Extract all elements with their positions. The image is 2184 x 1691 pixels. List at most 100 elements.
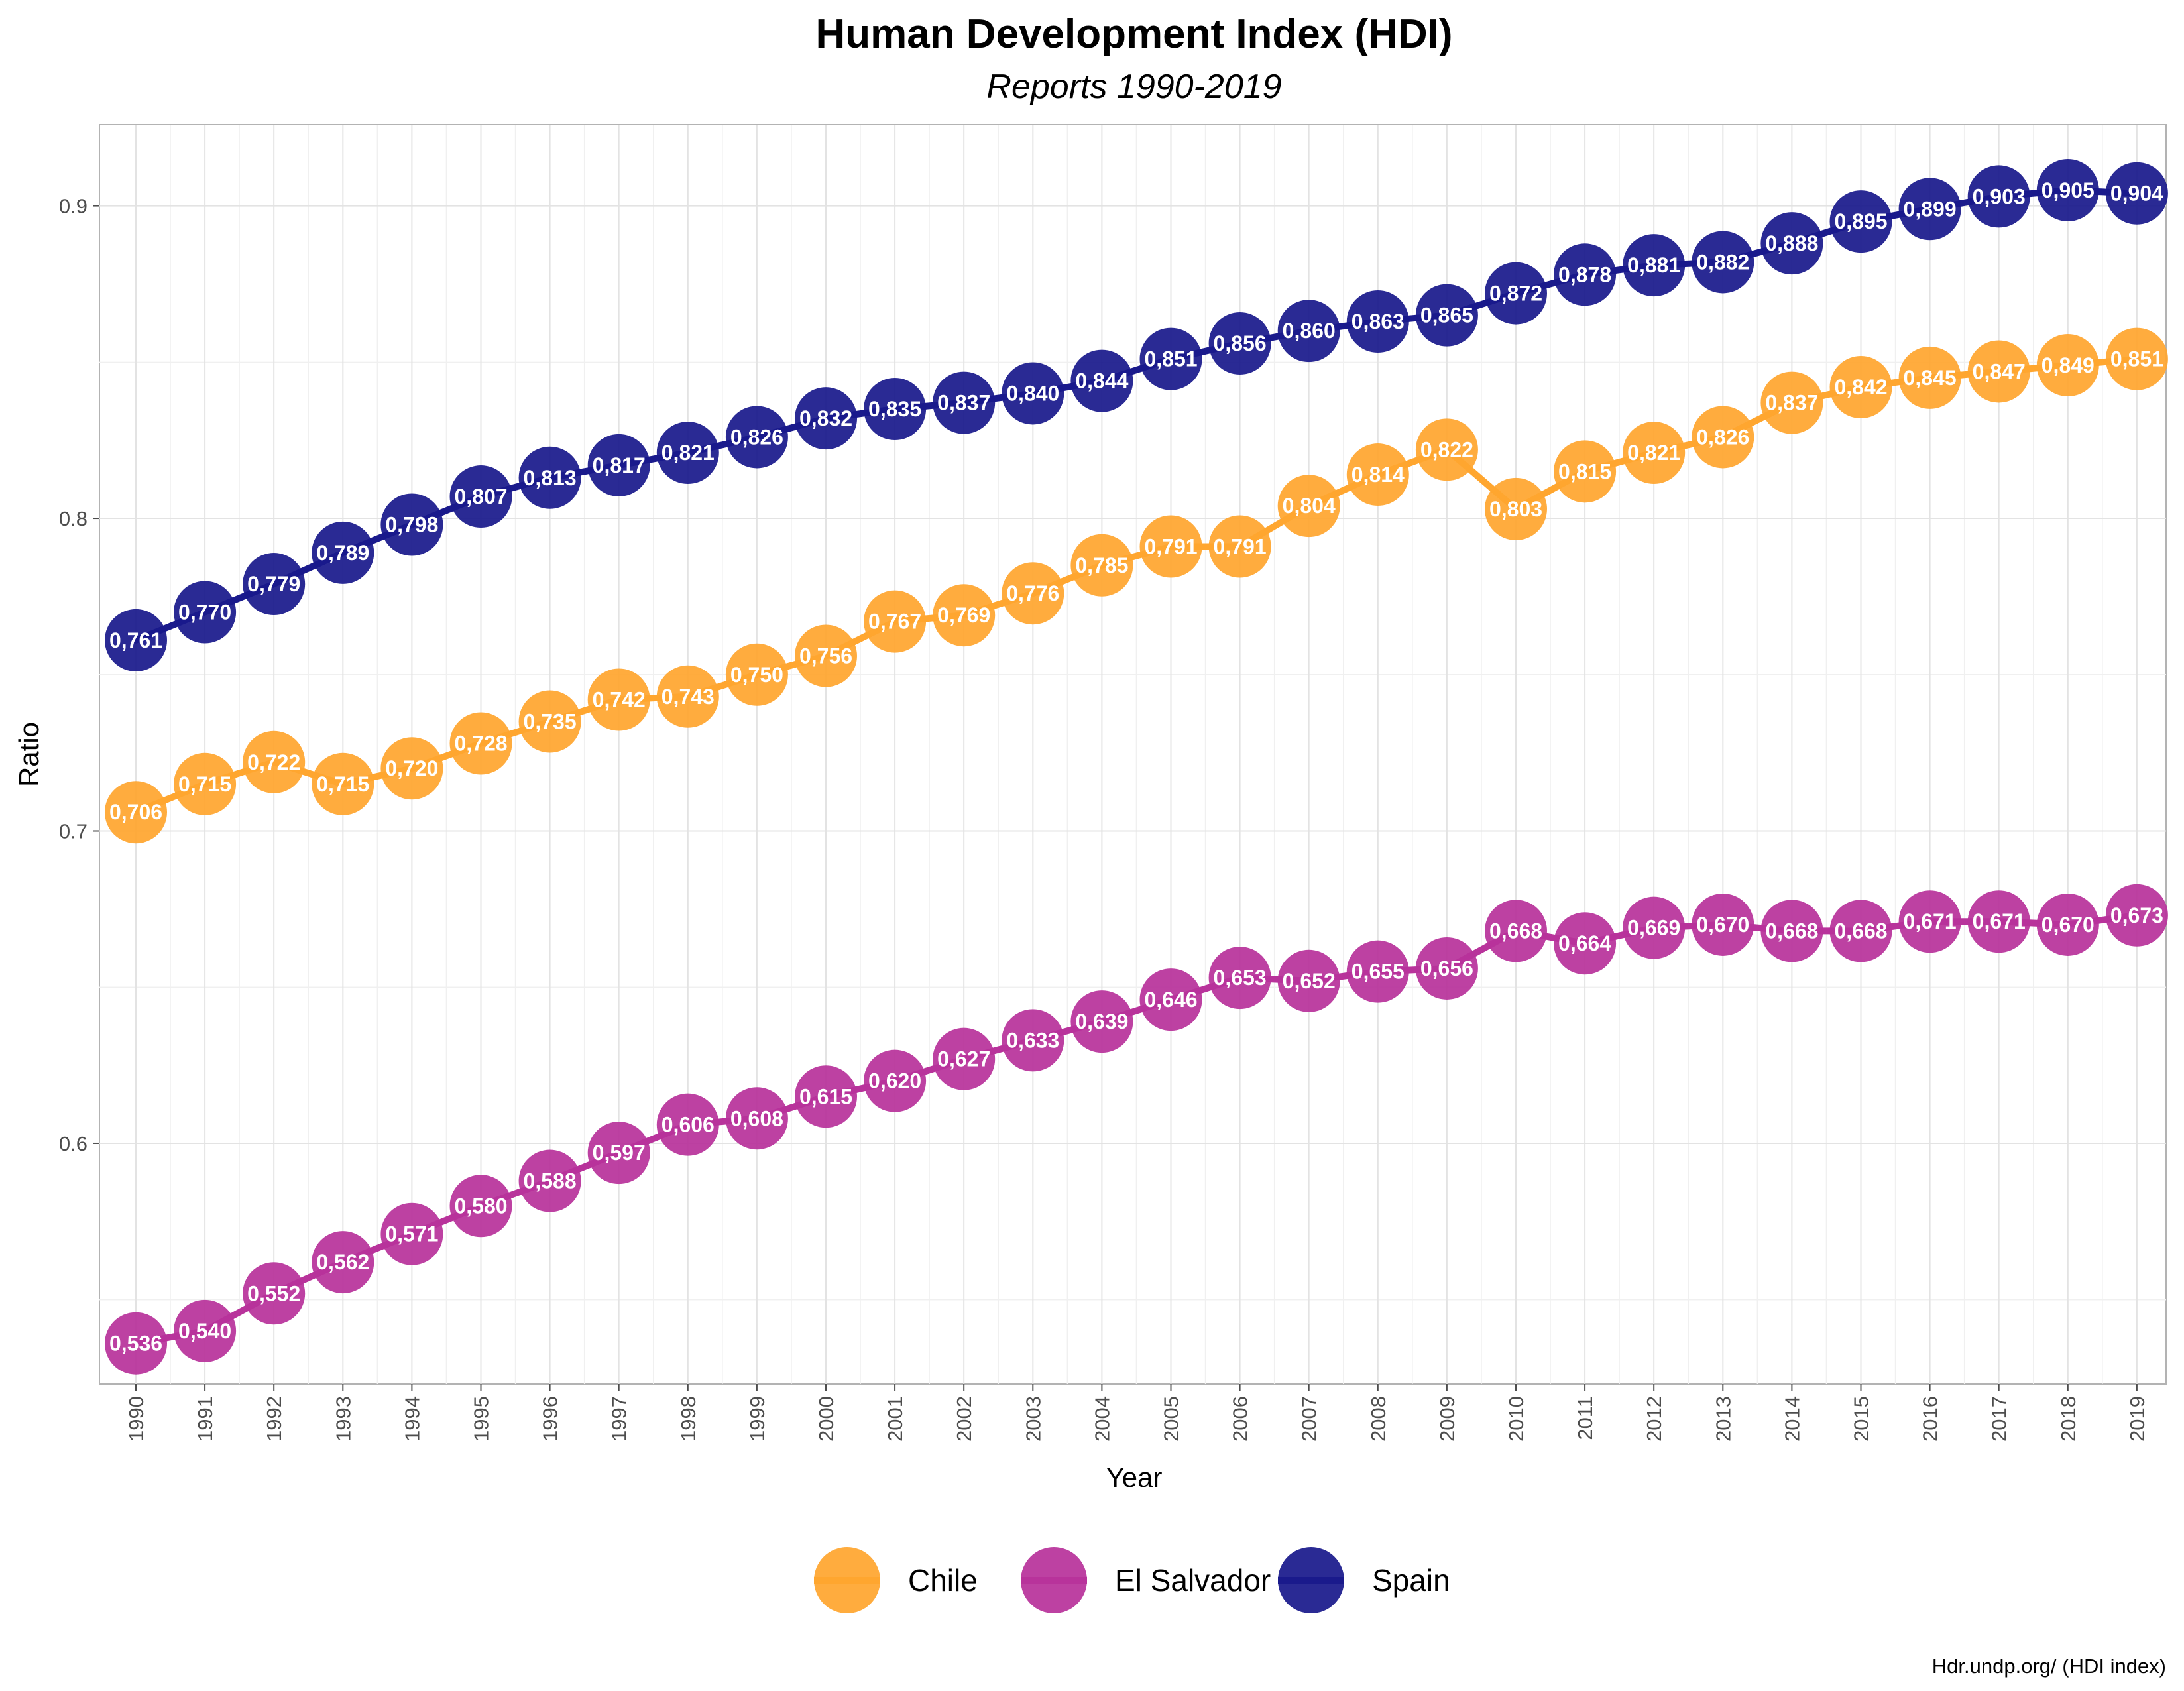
legend: Chile El Salvador Spain — [814, 1547, 1450, 1613]
data-point-chile — [1208, 515, 1271, 578]
x-tick-label: 1998 — [677, 1396, 700, 1442]
data-label-spain: 0,840 — [1006, 381, 1059, 405]
data-point-chile — [725, 643, 788, 706]
x-tick-label: 1991 — [194, 1396, 217, 1442]
x-tick-label: 2014 — [1780, 1396, 1804, 1442]
data-point-spain — [449, 465, 512, 528]
data-point-el-salvador — [1623, 896, 1686, 959]
data-label-spain: 0,821 — [661, 441, 715, 465]
data-label-chile: 0,767 — [868, 610, 921, 634]
y-tick-label: 0.6 — [59, 1132, 87, 1155]
data-point-el-salvador — [1070, 990, 1133, 1053]
data-point-chile — [1002, 562, 1064, 625]
data-label-chile: 0,791 — [1144, 534, 1197, 558]
data-label-chile: 0,735 — [524, 709, 577, 733]
data-point-chile — [1760, 371, 1823, 434]
data-label-el-salvador: 0,552 — [247, 1281, 300, 1305]
data-label-el-salvador: 0,620 — [868, 1069, 921, 1093]
data-point-el-salvador — [587, 1122, 650, 1185]
data-label-el-salvador: 0,639 — [1075, 1010, 1128, 1033]
data-label-el-salvador: 0,664 — [1558, 931, 1611, 955]
x-tick-label: 2012 — [1642, 1396, 1666, 1442]
chart-title: Human Development Index (HDI) — [815, 11, 1452, 57]
data-point-el-salvador — [1346, 940, 1409, 1003]
data-point-el-salvador — [1002, 1009, 1064, 1072]
x-tick-label: 2004 — [1090, 1396, 1114, 1442]
data-label-el-salvador: 0,671 — [1904, 909, 1957, 933]
x-tick-label: 2008 — [1367, 1396, 1390, 1442]
data-point-spain — [2105, 162, 2168, 225]
series-chile: 0,706 0,715 0,722 0,715 0,720 0,728 0,735 0,742… — [105, 327, 2168, 844]
data-label-spain: 0,770 — [178, 600, 231, 624]
x-tick-label: 1990 — [125, 1396, 148, 1442]
data-label-spain: 0,863 — [1351, 310, 1405, 333]
data-point-spain — [1002, 362, 1064, 425]
data-label-spain: 0,779 — [247, 572, 300, 596]
legend-item-el-salvador: El Salvador — [1021, 1547, 1271, 1613]
y-axis-ticks: 0.6 0.7 0.8 0.9 — [59, 195, 99, 1155]
data-label-el-salvador: 0,633 — [1006, 1028, 1059, 1052]
data-point-el-salvador — [1692, 893, 1754, 956]
data-point-spain — [174, 581, 237, 644]
data-point-chile — [243, 730, 306, 793]
x-tick-label: 2013 — [1711, 1396, 1735, 1442]
data-point-chile — [2105, 327, 2168, 390]
data-point-el-salvador — [1829, 900, 1892, 962]
data-point-el-salvador — [1760, 900, 1823, 962]
data-label-chile: 0,842 — [1834, 375, 1887, 399]
data-point-el-salvador — [933, 1027, 996, 1090]
x-tick-label: 1992 — [262, 1396, 286, 1442]
data-label-spain: 0,789 — [316, 541, 369, 565]
data-point-spain — [1485, 262, 1547, 325]
series-el-salvador: 0,536 0,540 0,552 0,562 0,571 0,580 0,588 0,597… — [105, 884, 2168, 1375]
data-label-spain: 0,813 — [524, 466, 577, 490]
data-label-spain: 0,832 — [799, 406, 852, 430]
data-label-chile: 0,821 — [1627, 441, 1680, 465]
data-label-chile: 0,706 — [109, 800, 162, 824]
data-label-el-salvador: 0,653 — [1214, 966, 1267, 990]
x-tick-label: 2006 — [1229, 1396, 1252, 1442]
data-label-el-salvador: 0,668 — [1834, 919, 1887, 943]
data-label-spain: 0,807 — [454, 485, 507, 508]
data-point-chile — [1277, 475, 1340, 538]
x-tick-label: 2019 — [2126, 1396, 2149, 1442]
data-point-spain — [1967, 165, 2030, 228]
data-label-spain: 0,856 — [1214, 331, 1267, 355]
data-point-chile — [933, 584, 996, 647]
x-tick-label: 1996 — [539, 1396, 562, 1442]
data-point-spain — [1692, 231, 1754, 294]
data-point-chile — [1829, 356, 1892, 419]
data-point-chile — [795, 624, 857, 687]
data-point-el-salvador — [518, 1149, 581, 1212]
data-label-el-salvador: 0,615 — [799, 1084, 852, 1108]
data-point-chile — [1070, 534, 1133, 597]
data-label-chile: 0,722 — [247, 750, 300, 774]
data-point-el-salvador — [380, 1202, 443, 1265]
y-tick-label: 0.8 — [59, 507, 87, 530]
data-label-spain: 0,817 — [593, 453, 646, 477]
data-label-el-salvador: 0,671 — [1973, 909, 2026, 933]
data-point-spain — [795, 387, 857, 450]
legend-item-spain: Spain — [1278, 1547, 1450, 1613]
x-tick-label: 2010 — [1505, 1396, 1528, 1442]
data-label-spain: 0,881 — [1627, 253, 1680, 277]
chart-caption: Hdr.undp.org/ (HDI index) — [1932, 1655, 2166, 1678]
data-label-el-salvador: 0,627 — [937, 1047, 990, 1071]
data-point-spain — [656, 422, 719, 485]
data-label-spain: 0,888 — [1765, 231, 1818, 255]
x-tick-label: 2009 — [1436, 1396, 1459, 1442]
data-point-el-salvador — [174, 1299, 237, 1362]
data-point-chile — [174, 752, 237, 815]
data-point-spain — [1554, 243, 1617, 306]
data-label-chile: 0,756 — [799, 644, 852, 668]
data-point-chile — [1898, 346, 1961, 409]
data-label-el-salvador: 0,608 — [730, 1106, 783, 1130]
data-point-spain — [725, 406, 788, 469]
data-point-chile — [1139, 515, 1202, 578]
y-tick-label: 0.9 — [59, 195, 87, 218]
data-point-spain — [312, 521, 374, 584]
data-label-el-salvador: 0,656 — [1420, 957, 1473, 980]
data-point-chile — [1346, 443, 1409, 506]
x-tick-label: 2017 — [1988, 1396, 2011, 1442]
data-label-el-salvador: 0,669 — [1627, 916, 1680, 940]
